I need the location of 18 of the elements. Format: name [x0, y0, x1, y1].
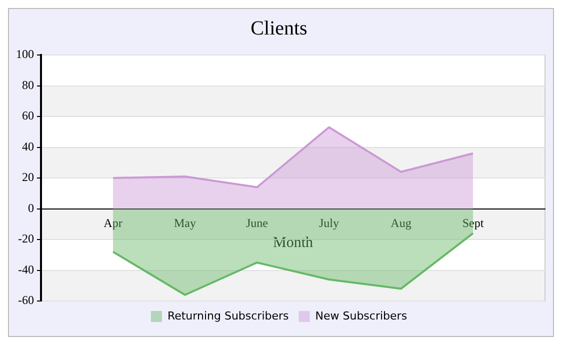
x-tick-label: June: [246, 216, 268, 230]
legend-label: New Subscribers: [315, 309, 408, 322]
y-tick-label: 80: [22, 78, 34, 92]
x-tick-label: July: [318, 216, 340, 230]
x-tick-label: Aug: [390, 216, 412, 230]
x-tick-label: May: [174, 216, 196, 230]
y-tick-label: -20: [18, 232, 34, 246]
y-tick-label: 100: [16, 47, 34, 62]
y-tick-label: -40: [18, 262, 34, 276]
x-tick-label: Apr: [104, 216, 122, 230]
y-tick-label: 20: [22, 170, 34, 184]
y-tick-label: 40: [22, 139, 34, 154]
y-tick-label: -60: [18, 293, 34, 308]
chart-title: Clients: [250, 17, 308, 40]
y-tick-label: 0: [28, 200, 34, 215]
y-tick-label: 60: [22, 108, 34, 123]
legend-label: Returning Subscribers: [167, 309, 290, 322]
x-tick-label: Sept: [462, 216, 484, 230]
